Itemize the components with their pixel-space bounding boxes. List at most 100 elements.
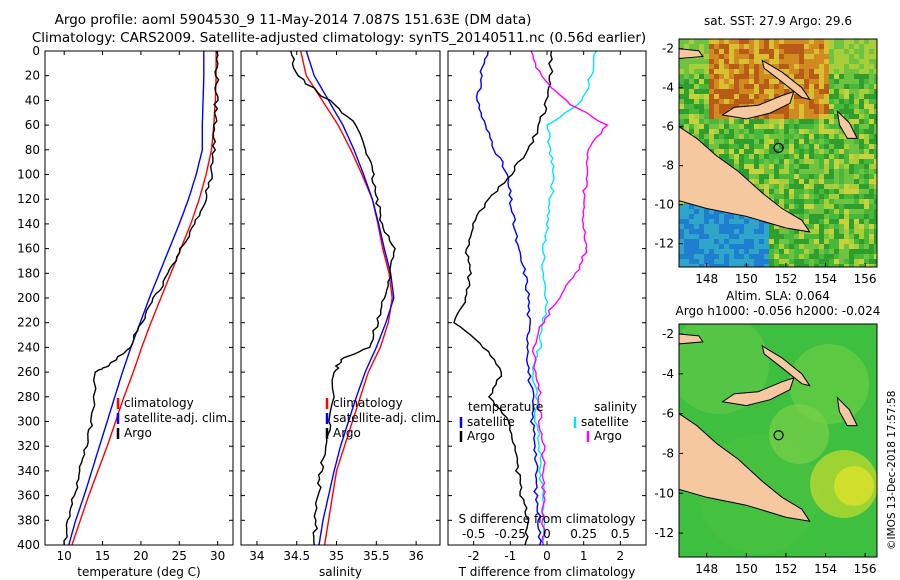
sst-cell bbox=[869, 164, 874, 169]
sst-cell bbox=[814, 94, 819, 99]
sst-cell bbox=[779, 39, 784, 44]
y-tick-label: 240 bbox=[17, 340, 40, 354]
sst-cell bbox=[714, 134, 719, 139]
sst-cell bbox=[714, 74, 719, 79]
sst-cell bbox=[794, 119, 799, 124]
sst-cell bbox=[809, 119, 814, 124]
sst-cell bbox=[754, 239, 759, 244]
sst-cell bbox=[714, 124, 719, 129]
sst-cell bbox=[794, 74, 799, 79]
sst-cell bbox=[704, 214, 709, 219]
sst-cell bbox=[839, 129, 844, 134]
sst-cell bbox=[739, 264, 744, 267]
sst-cell bbox=[829, 174, 834, 179]
sst-cell bbox=[829, 69, 834, 74]
sst-cell bbox=[779, 44, 784, 49]
sst-cell bbox=[854, 159, 859, 164]
sst-cell bbox=[799, 264, 804, 267]
sst-cell bbox=[859, 144, 864, 149]
sst-cell bbox=[739, 239, 744, 244]
sst-cell bbox=[704, 99, 709, 104]
sst-cell bbox=[784, 184, 789, 189]
sst-cell bbox=[764, 249, 769, 254]
sst-cell bbox=[854, 144, 859, 149]
sst-cell bbox=[724, 64, 729, 69]
sst-cell bbox=[694, 114, 699, 119]
sst-cell bbox=[824, 209, 829, 214]
sst-cell bbox=[819, 244, 824, 249]
sst-cell bbox=[869, 104, 874, 109]
secondary-x-tick-label: 0 bbox=[543, 527, 551, 541]
sst-cell bbox=[799, 49, 804, 54]
sst-cell bbox=[749, 224, 754, 229]
sst-cell bbox=[804, 154, 809, 159]
salinity-series-argo bbox=[290, 51, 396, 545]
sst-cell bbox=[869, 224, 874, 229]
sst-cell bbox=[709, 79, 714, 84]
sst-cell bbox=[774, 94, 779, 99]
sst_map-frame bbox=[678, 38, 878, 268]
sst-cell bbox=[829, 189, 834, 194]
sst-cell bbox=[804, 209, 809, 214]
sst-cell bbox=[864, 164, 869, 169]
sst-cell bbox=[809, 249, 814, 254]
sst-cell bbox=[789, 124, 794, 129]
sst-cell bbox=[679, 74, 684, 79]
sst-cell bbox=[719, 239, 724, 244]
sst-cell bbox=[859, 79, 864, 84]
sst-cell bbox=[684, 84, 689, 89]
sst-cell bbox=[794, 59, 799, 64]
sst-cell bbox=[774, 194, 779, 199]
sst-cell bbox=[804, 174, 809, 179]
sst-cell bbox=[734, 164, 739, 169]
sst-cell bbox=[829, 239, 834, 244]
sst-cell bbox=[719, 154, 724, 159]
sst-cell bbox=[849, 44, 854, 49]
sst-cell bbox=[829, 259, 834, 264]
sst-cell bbox=[874, 169, 877, 174]
sst-cell bbox=[759, 259, 764, 264]
sst-cell bbox=[789, 184, 794, 189]
sst-cell bbox=[799, 69, 804, 74]
sst-cell bbox=[809, 209, 814, 214]
sst-cell bbox=[694, 99, 699, 104]
sst-cell bbox=[854, 214, 859, 219]
sst-cell bbox=[749, 169, 754, 174]
sst-cell bbox=[719, 49, 724, 54]
sst-cell bbox=[714, 99, 719, 104]
sst-cell bbox=[704, 259, 709, 264]
sst-cell bbox=[874, 264, 877, 267]
sst-cell bbox=[869, 199, 874, 204]
sst-cell bbox=[824, 169, 829, 174]
sst-cell bbox=[844, 234, 849, 239]
sst-cell bbox=[804, 69, 809, 74]
sst-cell bbox=[804, 259, 809, 264]
sst-cell bbox=[804, 139, 809, 144]
sst-cell bbox=[764, 39, 769, 44]
sst-cell bbox=[829, 159, 834, 164]
sst-cell bbox=[774, 64, 779, 69]
sst-cell bbox=[689, 229, 694, 234]
sst-cell bbox=[874, 49, 877, 54]
sst-cell bbox=[694, 59, 699, 64]
sst-cell bbox=[864, 259, 869, 264]
sst-cell bbox=[854, 74, 859, 79]
sst-cell bbox=[739, 134, 744, 139]
sst-cell bbox=[829, 99, 834, 104]
sst-cell bbox=[849, 119, 854, 124]
sst-cell bbox=[734, 89, 739, 94]
sst-cell bbox=[854, 224, 859, 229]
sst-cell bbox=[759, 79, 764, 84]
x-tick-label: -1 bbox=[504, 549, 516, 563]
sst-cell bbox=[709, 64, 714, 69]
sst-cell bbox=[754, 249, 759, 254]
sst-cell bbox=[804, 119, 809, 124]
sst-cell bbox=[799, 119, 804, 124]
sst-cell bbox=[734, 154, 739, 159]
sst-cell bbox=[784, 39, 789, 44]
sst-cell bbox=[704, 74, 709, 79]
sst-cell bbox=[794, 114, 799, 119]
sst-cell bbox=[784, 159, 789, 164]
sst-cell bbox=[749, 39, 754, 44]
